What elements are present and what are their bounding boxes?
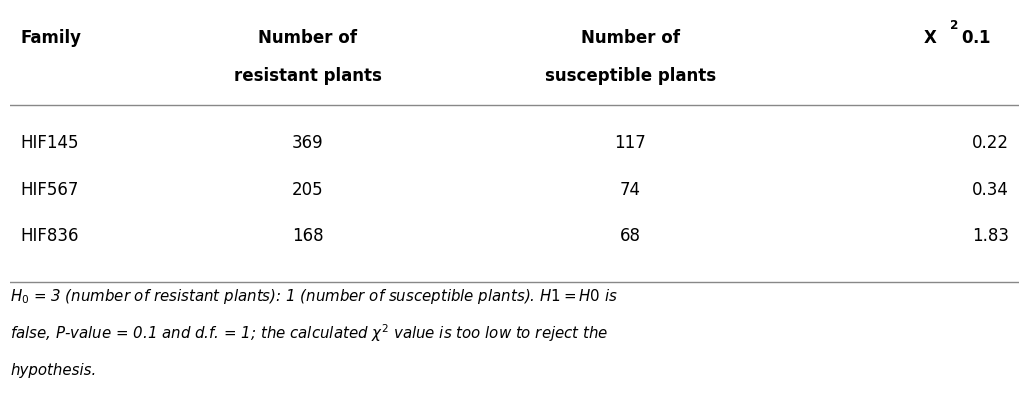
Text: false, $P$-value = 0.1 and d.f. = 1; the calculated $\chi^2$ value is too low to: false, $P$-value = 0.1 and d.f. = 1; the… <box>10 323 609 344</box>
Text: Number of: Number of <box>581 28 680 47</box>
Text: 117: 117 <box>614 134 646 152</box>
Text: hypothesis.: hypothesis. <box>10 363 97 378</box>
Text: Number of: Number of <box>258 28 357 47</box>
Text: 205: 205 <box>292 181 323 199</box>
Text: 369: 369 <box>292 134 323 152</box>
Text: $\bf{2}$: $\bf{2}$ <box>949 19 958 32</box>
Text: 74: 74 <box>619 181 641 199</box>
Text: $\bf{0.1}$: $\bf{0.1}$ <box>961 28 992 47</box>
Text: 1.83: 1.83 <box>971 227 1008 245</box>
Text: Family: Family <box>21 28 81 47</box>
Text: susceptible plants: susceptible plants <box>545 67 716 85</box>
Text: HIF836: HIF836 <box>21 227 79 245</box>
Text: 0.22: 0.22 <box>971 134 1008 152</box>
Text: 0.34: 0.34 <box>971 181 1008 199</box>
Text: $H_0$ = 3 (number of resistant plants): 1 (number of susceptible plants). $H1 = : $H_0$ = 3 (number of resistant plants): … <box>10 287 618 306</box>
Text: HIF145: HIF145 <box>21 134 79 152</box>
Text: resistant plants: resistant plants <box>234 67 382 85</box>
Text: 68: 68 <box>619 227 641 245</box>
Text: $\bf{X}$: $\bf{X}$ <box>923 28 937 47</box>
Text: 168: 168 <box>292 227 323 245</box>
Text: HIF567: HIF567 <box>21 181 79 199</box>
